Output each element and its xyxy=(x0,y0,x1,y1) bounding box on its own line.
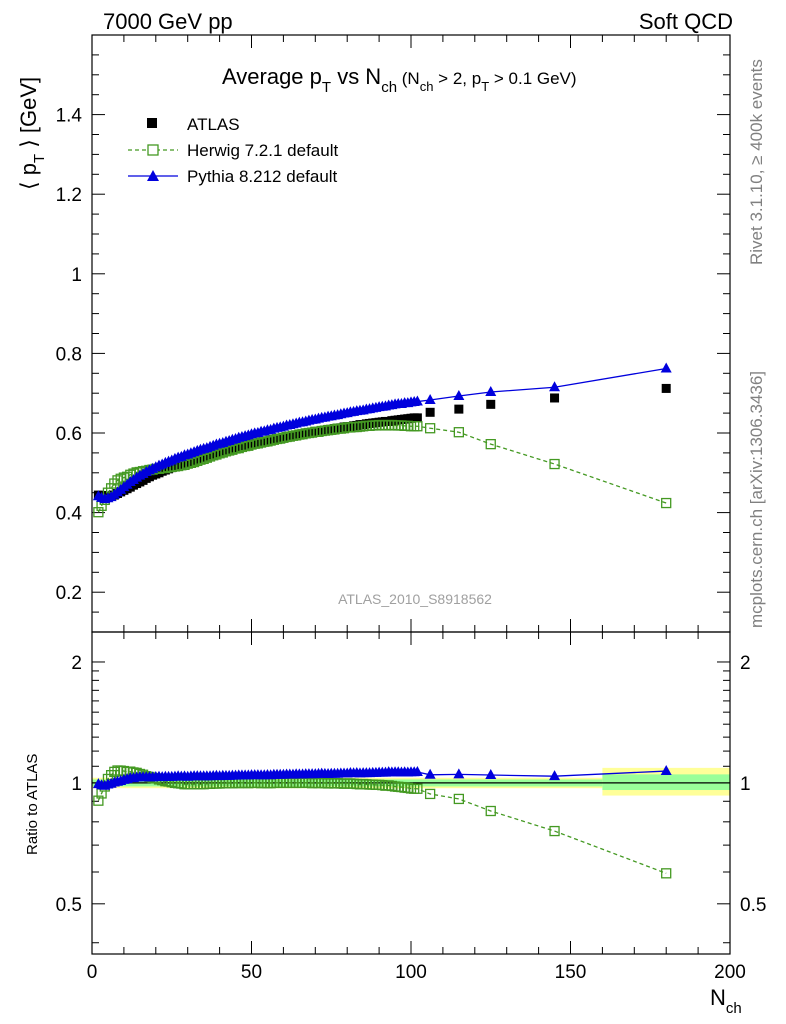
herwig-point xyxy=(485,438,496,450)
herwig-ratio-point xyxy=(453,793,465,805)
main-y-label-part2: ⟩ [GeV] xyxy=(16,77,41,154)
pythia-ratio-point xyxy=(424,768,436,779)
y-tick-label: 1.2 xyxy=(56,185,82,206)
legend-atlas-label: ATLAS xyxy=(187,115,240,134)
herwig-ratio-point xyxy=(485,805,496,817)
x-tick-label: 200 xyxy=(714,962,746,983)
pythia-point xyxy=(485,386,497,397)
title-sub-d: T xyxy=(481,79,489,94)
x-tick-label: 50 xyxy=(241,962,262,983)
title-part-a: Average p xyxy=(222,64,322,89)
atlas-point xyxy=(486,399,496,409)
ratio-y-axis-label: Ratio to ATLAS xyxy=(24,754,41,855)
ratio-panel: 0.5 0.5 1 1 2 2 Ratio to ATLAS xyxy=(24,631,767,955)
herwig-point xyxy=(549,458,560,470)
analysis-watermark: ATLAS_2010_S8918562 xyxy=(338,591,492,607)
main-y-axis-label: ⟨ pT ⟩ [GeV] xyxy=(16,77,48,190)
title-part-e: > 0.1 GeV) xyxy=(489,69,576,88)
pythia-ratio-point xyxy=(485,769,497,780)
herwig-ratio-point xyxy=(412,783,423,794)
header-left-label: 7000 GeV pp xyxy=(103,9,233,34)
herwig-ratio-point xyxy=(424,788,436,800)
header-right-label: Soft QCD xyxy=(639,9,733,34)
ratio-y-tick-labels: 0.5 0.5 1 1 2 2 xyxy=(56,653,767,916)
x-tick-labels: 0 50 100 150 200 xyxy=(87,962,746,983)
ratio-y-tick-label: 0.5 xyxy=(56,895,82,916)
title-sub-b: ch xyxy=(381,79,397,96)
y-tick-label: 0.8 xyxy=(56,344,82,365)
x-label-sub: ch xyxy=(726,1000,742,1017)
ratio-panel-frame xyxy=(91,631,731,955)
atlas-point xyxy=(661,383,671,393)
herwig-point xyxy=(93,507,104,518)
pythia-point xyxy=(411,395,423,406)
x-tick-label: 0 xyxy=(87,962,98,983)
atlas-point xyxy=(412,413,422,423)
pythia-point xyxy=(424,393,436,404)
mcplots-side-label: mcplots.cern.ch [arXiv:1306.3436] xyxy=(747,371,766,628)
y-tick-label: 0.2 xyxy=(56,583,82,604)
pythia-line xyxy=(98,367,667,500)
herwig-point xyxy=(661,497,672,509)
main-y-label-part1: ⟨ p xyxy=(16,163,41,190)
legend-pythia-marker xyxy=(147,170,159,181)
main-plot-area xyxy=(91,35,731,633)
herwig-point xyxy=(424,423,436,434)
legend-herwig-label: Herwig 7.2.1 default xyxy=(187,141,338,160)
legend-pythia-label: Pythia 8.212 default xyxy=(187,167,338,186)
herwig-point xyxy=(453,427,465,438)
y-tick-label: 1 xyxy=(71,265,82,286)
title-part-d: > 2, p xyxy=(433,69,481,88)
ratio-y-tick-label-right: 1 xyxy=(740,774,751,795)
main-y-label-sub: T xyxy=(31,154,48,163)
legend-herwig-marker xyxy=(147,144,159,156)
y-tick-label: 1.4 xyxy=(56,106,83,127)
atlas-point xyxy=(425,407,435,417)
pythia-ratio-point xyxy=(453,768,465,779)
ratio-y-tick-label: 1 xyxy=(71,774,82,795)
legend-atlas-marker xyxy=(147,118,157,128)
pythia-ratio-point xyxy=(660,765,672,776)
x-tick-label: 100 xyxy=(395,962,427,983)
ratio-y-tick-label-right: 0.5 xyxy=(740,895,766,916)
ratio-y-tick-label: 2 xyxy=(71,653,82,674)
plot-title: Average pT vs Nch (Nch > 2, pT > 0.1 GeV… xyxy=(222,64,577,96)
pythia-point xyxy=(660,362,672,373)
pythia-ratio-point xyxy=(411,766,423,777)
ratio-band-inner xyxy=(602,774,730,791)
pythia-point xyxy=(549,381,561,392)
atlas-point xyxy=(550,393,560,403)
title-sub-a: T xyxy=(322,79,331,96)
herwig-ratio-point xyxy=(549,825,560,837)
pythia-ratio-point xyxy=(549,770,561,781)
ratio-plot-area xyxy=(91,632,731,954)
y-tick-label: 0.6 xyxy=(56,424,82,445)
y-tick-label: 0.4 xyxy=(56,504,83,525)
x-tick-label: 150 xyxy=(555,962,587,983)
ratio-y-tick-label-right: 2 xyxy=(740,653,751,674)
x-axis-label: Nch xyxy=(710,985,742,1017)
x-label-main: N xyxy=(710,985,726,1010)
herwig-ratio-point xyxy=(93,795,104,806)
title-part-c: (N xyxy=(397,69,420,88)
herwig-point xyxy=(412,421,423,432)
main-y-tick-labels: 0.2 0.4 0.6 0.8 1 1.2 1.4 xyxy=(56,106,83,605)
herwig-ratio-point xyxy=(661,868,672,879)
pythia-point xyxy=(453,389,465,400)
title-part-b: vs N xyxy=(331,64,381,89)
atlas-point xyxy=(454,404,464,414)
title-sub-c: ch xyxy=(420,79,434,94)
legend: ATLAS Herwig 7.2.1 default Pythia 8.212 … xyxy=(128,115,338,186)
rivet-side-label: Rivet 3.1.10, ≥ 400k events xyxy=(747,59,766,265)
main-panel: Average pT vs Nch (Nch > 2, pT > 0.1 GeV… xyxy=(16,34,731,633)
